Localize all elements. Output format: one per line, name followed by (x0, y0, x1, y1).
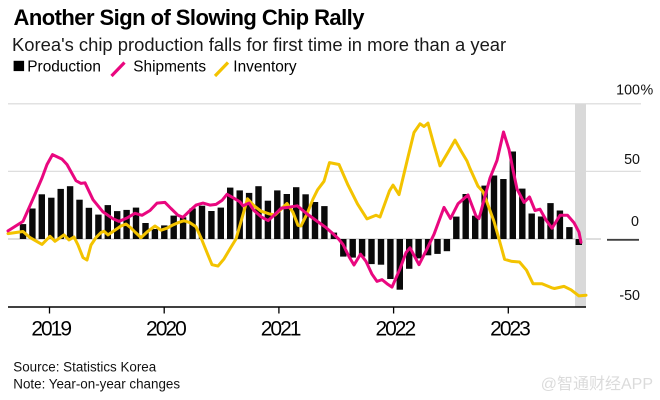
svg-text:2022: 2022 (375, 318, 415, 341)
svg-text:2021: 2021 (261, 318, 301, 341)
svg-text:2020: 2020 (146, 318, 186, 341)
svg-text:Note: Year-on-year changes: Note: Year-on-year changes (13, 377, 180, 392)
svg-text:@智通财经APP: @智通财经APP (541, 375, 653, 393)
svg-text:100: 100 (616, 83, 640, 99)
svg-text:Shipments: Shipments (133, 59, 206, 76)
svg-text:Another Sign of Slowing Chip R: Another Sign of Slowing Chip Rally (14, 5, 366, 30)
svg-text:Inventory: Inventory (233, 59, 297, 76)
svg-text:0: 0 (631, 214, 639, 230)
svg-text:-50: -50 (619, 288, 640, 304)
svg-text:2019: 2019 (31, 318, 71, 341)
svg-text:2023: 2023 (490, 318, 530, 341)
svg-text:50: 50 (624, 152, 640, 168)
svg-text:Korea's chip production falls: Korea's chip production falls for first … (12, 34, 506, 55)
svg-text:%: % (641, 83, 654, 99)
svg-text:Source: Statistics Korea: Source: Statistics Korea (13, 360, 156, 375)
svg-text:Production: Production (27, 59, 101, 76)
